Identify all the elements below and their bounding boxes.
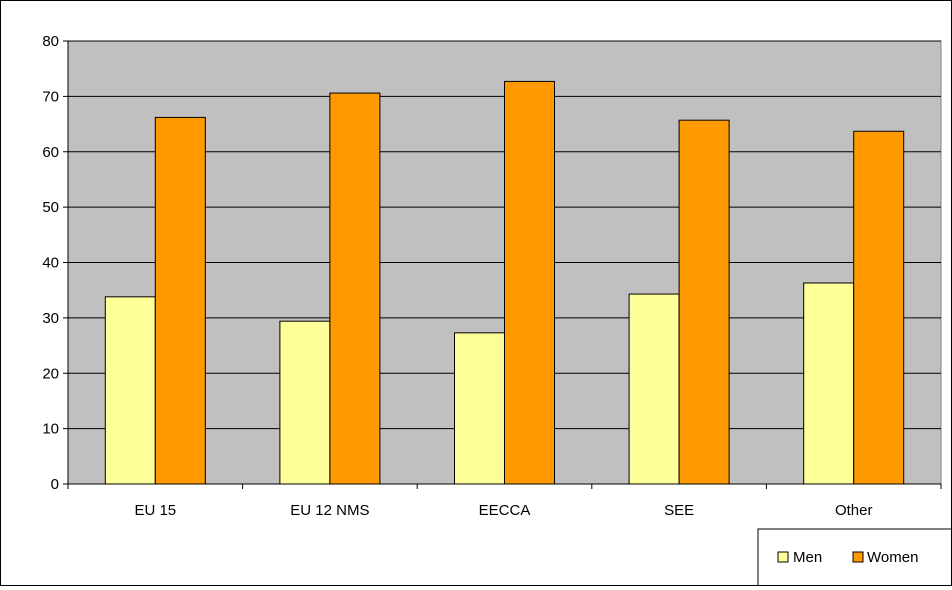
x-tick-label: EECCA (479, 502, 531, 519)
bar-men (803, 282, 855, 485)
legend: Men Women (757, 528, 952, 590)
bar-men (628, 293, 680, 485)
y-tick-label: 0 (51, 476, 59, 493)
bars (104, 80, 905, 485)
bar-men (279, 320, 331, 485)
y-tick-label: 70 (42, 88, 59, 105)
bar-women (853, 130, 905, 485)
y-tick-label: 20 (42, 365, 59, 382)
y-tick-label: 60 (42, 144, 59, 161)
x-tick-label: Other (835, 502, 873, 519)
bar-men (104, 296, 156, 485)
x-tick-label: EU 12 NMS (290, 502, 369, 519)
legend-label-women: Women (867, 549, 918, 566)
bar-women (329, 92, 381, 485)
bar-women (154, 116, 206, 485)
y-tick-label: 10 (42, 421, 59, 438)
x-tick-label: EU 15 (134, 502, 176, 519)
legend-swatch-women (852, 551, 864, 563)
x-tick-label: SEE (664, 502, 694, 519)
bar-men (454, 332, 505, 485)
bar-women (678, 119, 730, 485)
bar-women (504, 80, 555, 485)
y-tick-label: 40 (42, 255, 59, 272)
y-tick-label: 50 (42, 199, 59, 216)
legend-swatch-men (777, 551, 789, 563)
legend-label-men: Men (793, 549, 822, 566)
axes: 0 10 20 30 40 50 60 70 80 EU 15 EU 12 NMS EECCA SEE O… (42, 33, 942, 519)
y-tick-label: 80 (42, 33, 59, 50)
y-tick-label: 30 (42, 310, 59, 327)
